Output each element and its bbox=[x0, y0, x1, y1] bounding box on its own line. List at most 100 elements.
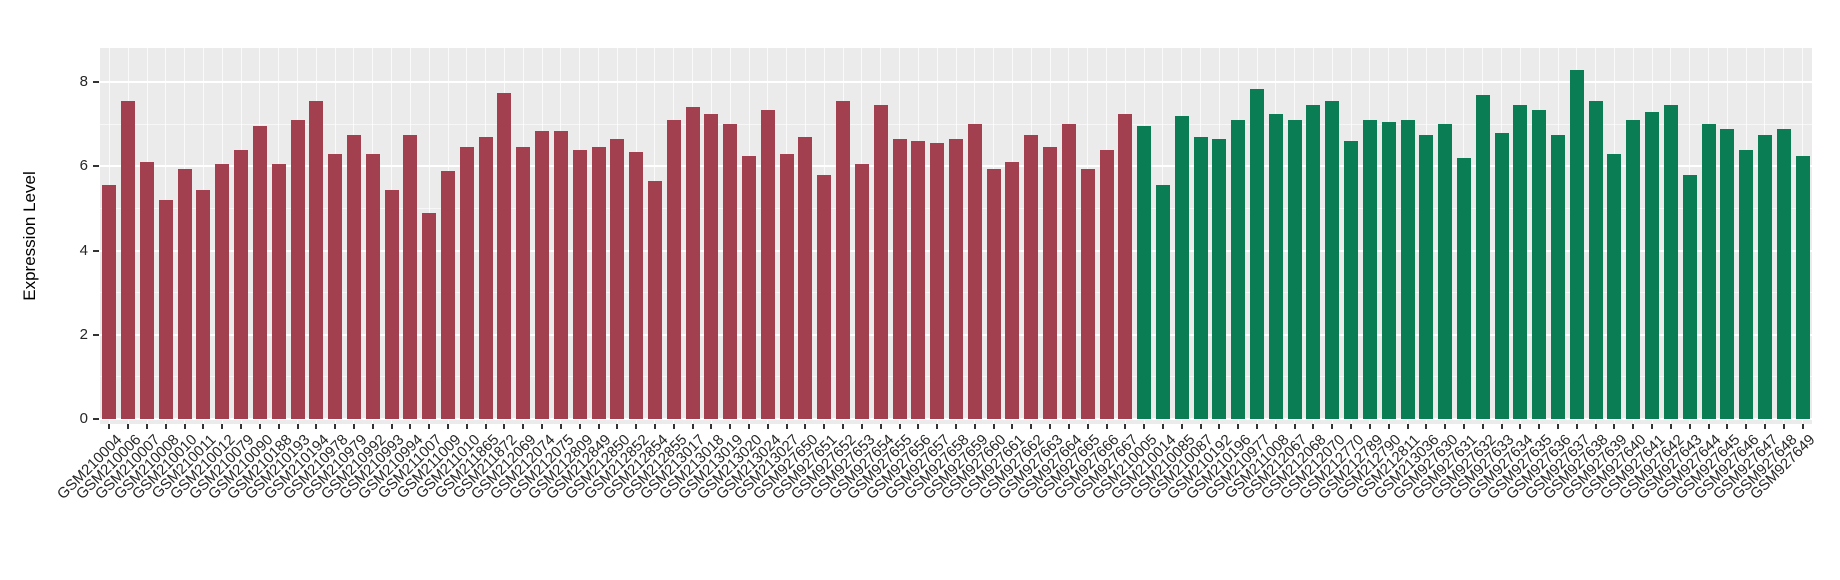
x-tick-mark bbox=[1030, 424, 1033, 429]
y-tick-label: 0 bbox=[79, 410, 88, 427]
bar bbox=[1344, 141, 1359, 419]
bar bbox=[1645, 111, 1660, 419]
x-tick-mark bbox=[1594, 424, 1597, 429]
x-tick-mark bbox=[484, 424, 487, 429]
x-tick-mark bbox=[371, 424, 374, 429]
x-tick-mark bbox=[146, 424, 149, 429]
y-tick-label: 2 bbox=[79, 325, 88, 343]
x-tick-mark bbox=[766, 424, 769, 429]
y-tick-label: 6 bbox=[79, 157, 88, 175]
bar bbox=[1250, 88, 1264, 419]
x-tick-mark bbox=[240, 424, 243, 429]
x-tick-mark bbox=[541, 424, 544, 429]
bar bbox=[1287, 120, 1302, 419]
bar bbox=[1043, 147, 1058, 419]
bar bbox=[1137, 126, 1152, 419]
x-tick-mark bbox=[578, 424, 581, 429]
x-tick-mark bbox=[710, 424, 713, 429]
bar bbox=[854, 164, 869, 419]
bar bbox=[346, 134, 361, 419]
bar bbox=[403, 134, 418, 419]
bar bbox=[1212, 139, 1227, 419]
x-tick-mark bbox=[1199, 424, 1202, 429]
x-tick-mark bbox=[1218, 424, 1221, 429]
x-tick-mark bbox=[973, 424, 976, 429]
x-tick-mark bbox=[559, 424, 562, 429]
bar bbox=[685, 107, 700, 419]
x-tick-mark bbox=[691, 424, 694, 429]
bar bbox=[911, 141, 926, 419]
x-tick-mark bbox=[917, 424, 920, 429]
bar bbox=[271, 164, 286, 419]
bar bbox=[1155, 185, 1170, 419]
bar bbox=[516, 147, 531, 419]
x-tick-mark bbox=[1557, 424, 1560, 429]
x-tick-mark bbox=[842, 424, 845, 429]
x-tick-mark bbox=[1049, 424, 1052, 429]
bar bbox=[1494, 132, 1509, 419]
x-tick-mark bbox=[183, 424, 186, 429]
x-tick-mark bbox=[1293, 424, 1296, 429]
bar bbox=[234, 149, 249, 419]
bar bbox=[1080, 168, 1095, 419]
x-tick-mark bbox=[992, 424, 995, 429]
x-tick-mark bbox=[1368, 424, 1371, 429]
x-tick-mark bbox=[296, 424, 299, 429]
bar bbox=[1569, 69, 1584, 419]
y-tick-mark bbox=[93, 249, 99, 252]
x-tick-mark bbox=[1105, 424, 1108, 429]
bar bbox=[873, 105, 888, 419]
bar bbox=[1024, 134, 1039, 419]
bar bbox=[1419, 134, 1434, 419]
bar bbox=[1757, 134, 1772, 419]
bar bbox=[1663, 105, 1678, 419]
bar bbox=[309, 101, 324, 419]
bar bbox=[949, 139, 963, 419]
bar bbox=[1739, 149, 1754, 419]
x-tick-mark bbox=[1575, 424, 1578, 429]
bar bbox=[459, 147, 474, 419]
bar bbox=[1193, 136, 1208, 419]
x-tick-mark bbox=[334, 424, 337, 429]
bar bbox=[290, 120, 305, 419]
x-tick-mark bbox=[653, 424, 656, 429]
bar bbox=[1268, 113, 1283, 419]
bar bbox=[704, 113, 719, 419]
bar bbox=[1362, 120, 1377, 419]
x-tick-mark bbox=[748, 424, 751, 429]
x-tick-mark bbox=[879, 424, 882, 429]
x-tick-mark bbox=[1481, 424, 1484, 429]
bar bbox=[478, 136, 493, 419]
x-tick-mark bbox=[1745, 424, 1748, 429]
bar bbox=[930, 143, 945, 419]
x-tick-mark bbox=[1444, 424, 1447, 429]
x-tick-mark bbox=[409, 424, 412, 429]
bar bbox=[798, 136, 813, 419]
x-tick-mark bbox=[1124, 424, 1127, 429]
x-tick-mark bbox=[1312, 424, 1315, 429]
bar bbox=[1174, 115, 1189, 419]
bar bbox=[572, 149, 587, 419]
x-tick-mark bbox=[898, 424, 901, 429]
bar bbox=[177, 168, 192, 419]
y-tick-mark bbox=[93, 165, 99, 168]
bar bbox=[1701, 124, 1716, 419]
x-tick-mark bbox=[936, 424, 939, 429]
bar bbox=[742, 155, 757, 419]
bar bbox=[1400, 120, 1415, 419]
bar bbox=[1776, 128, 1791, 419]
bar bbox=[384, 189, 399, 419]
x-tick-mark bbox=[1669, 424, 1672, 429]
x-tick-mark bbox=[1011, 424, 1014, 429]
bar bbox=[1456, 157, 1471, 419]
bar bbox=[140, 162, 155, 419]
x-tick-mark bbox=[1763, 424, 1766, 429]
x-tick-mark bbox=[1350, 424, 1353, 429]
bar bbox=[1325, 101, 1340, 419]
x-tick-mark bbox=[1782, 424, 1785, 429]
bar bbox=[1513, 105, 1528, 419]
x-tick-mark bbox=[635, 424, 638, 429]
bar bbox=[1306, 105, 1321, 419]
x-tick-mark bbox=[202, 424, 205, 429]
